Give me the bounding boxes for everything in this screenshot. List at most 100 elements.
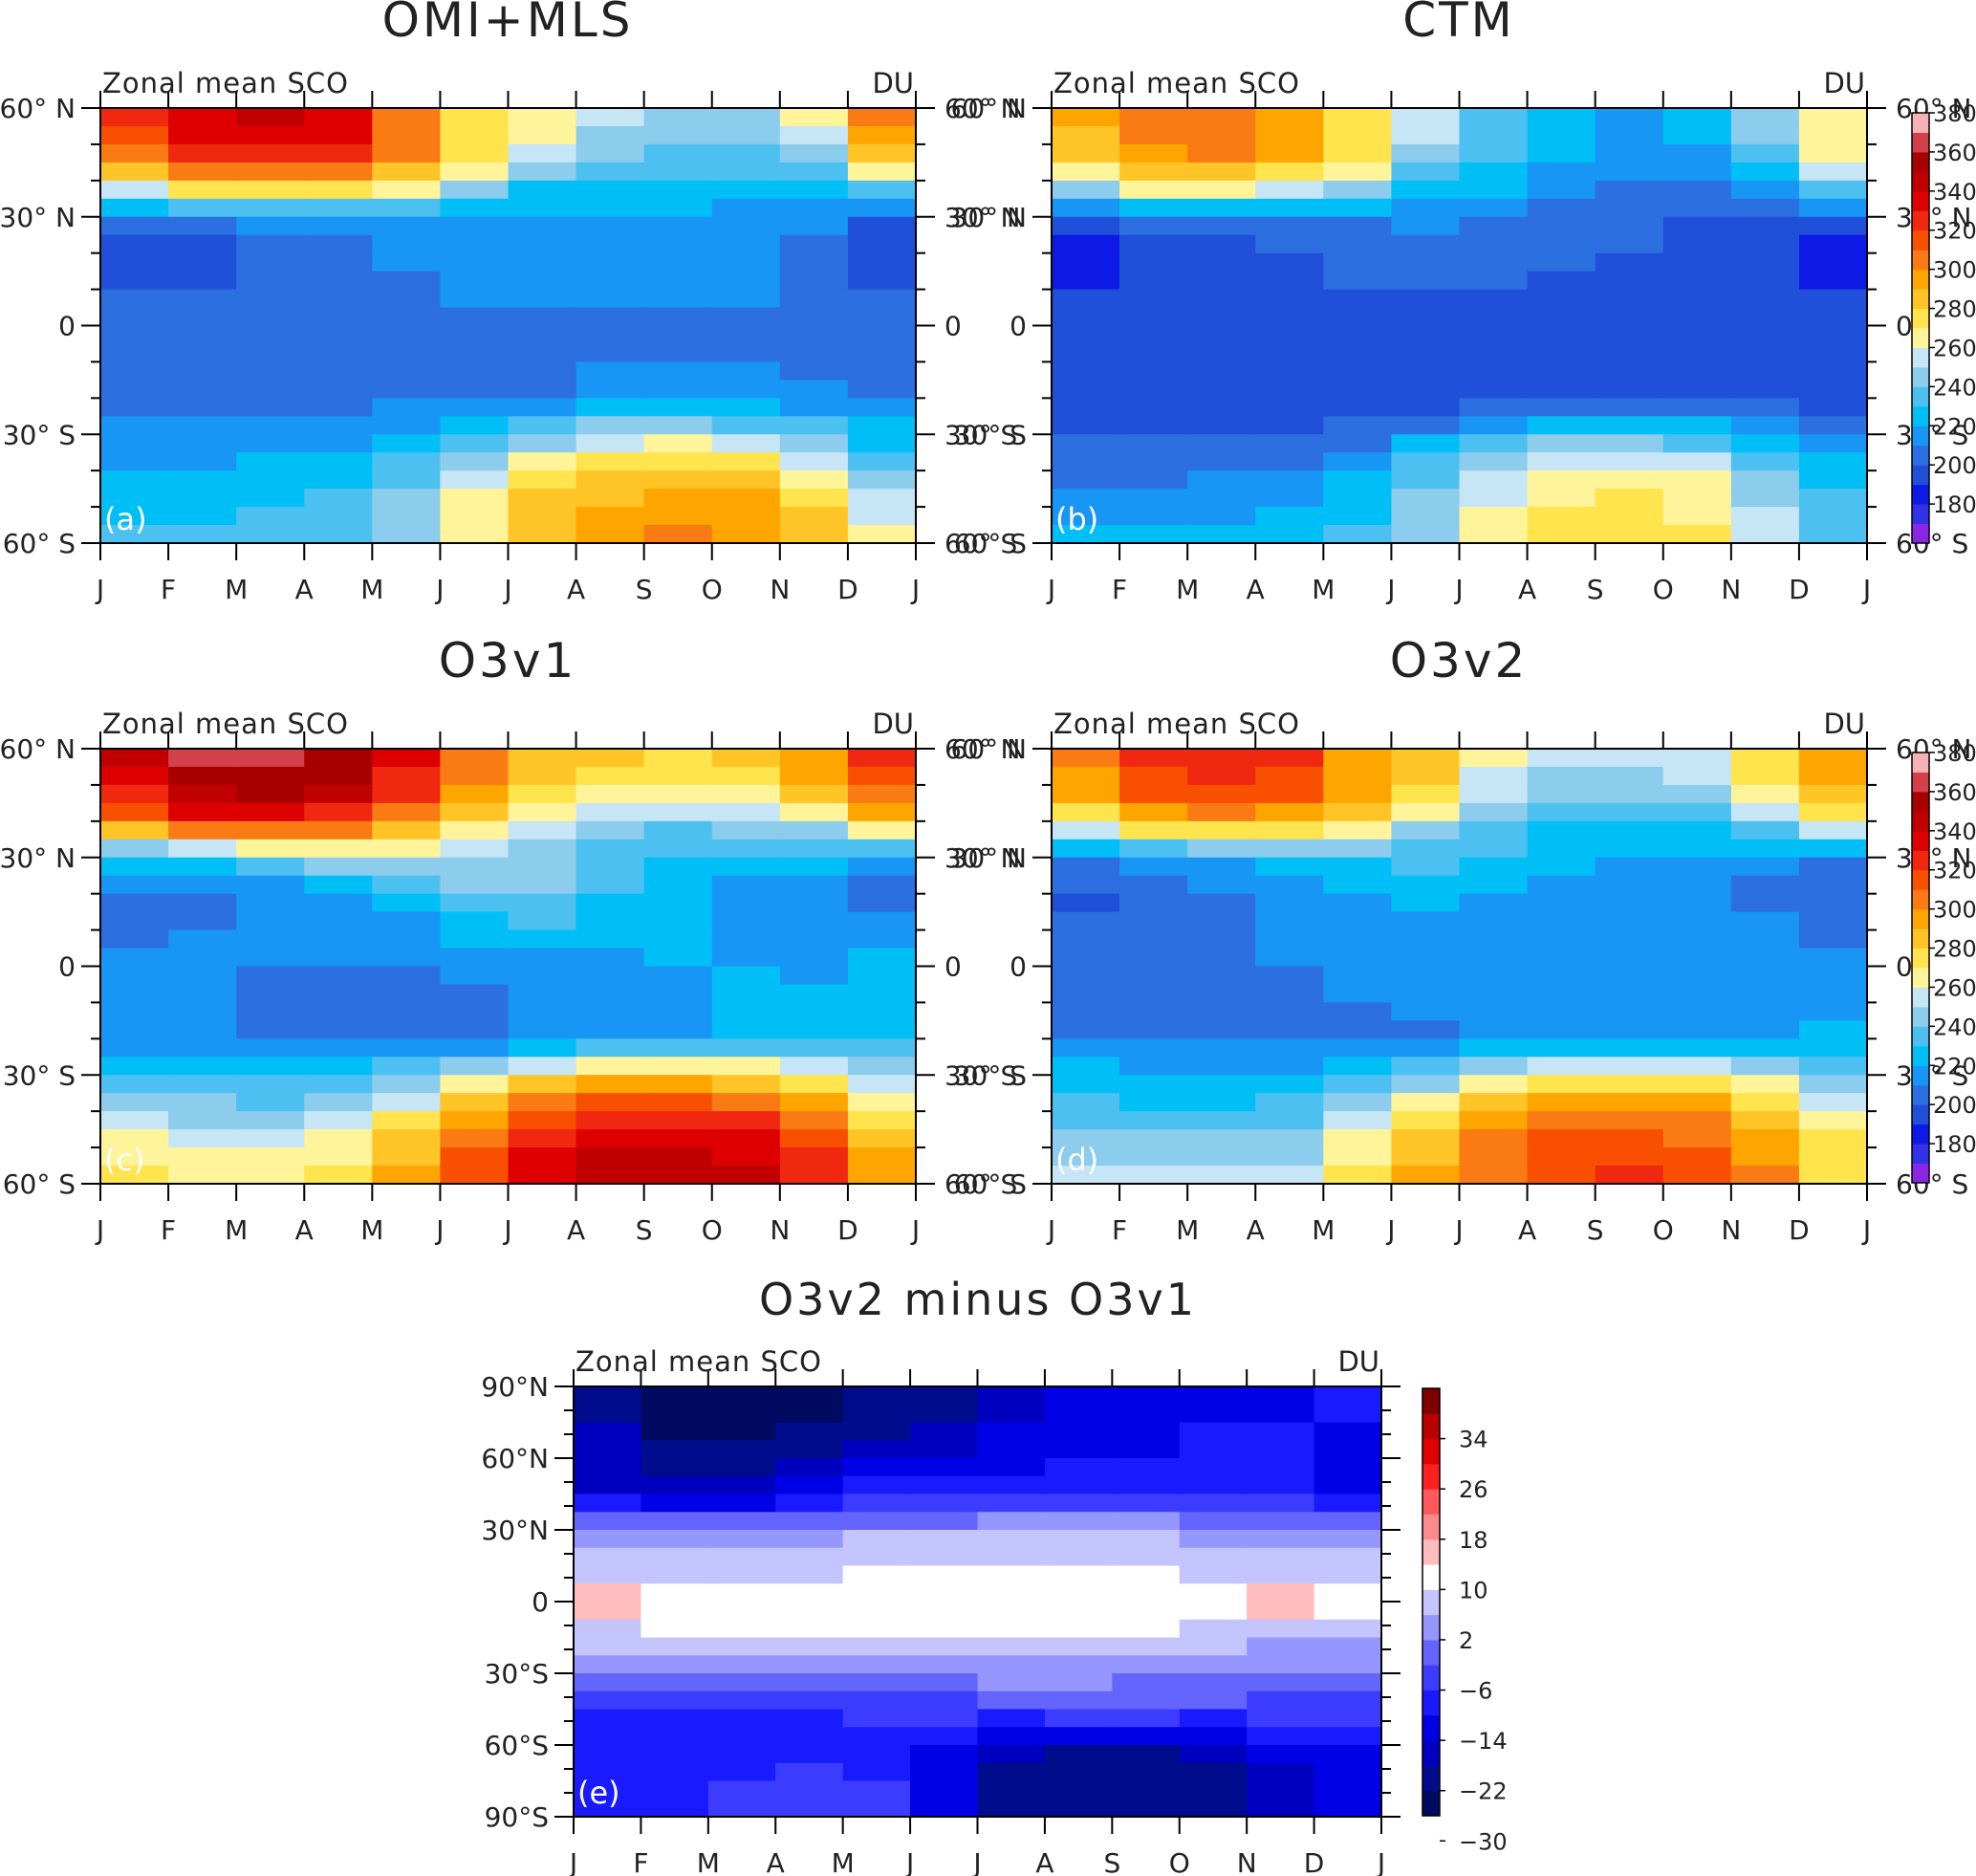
heat-cell	[372, 525, 442, 544]
heat-cell	[977, 1440, 1046, 1459]
heat-cell	[1595, 162, 1664, 182]
heat-cell	[1119, 893, 1188, 913]
heat-cell	[1314, 1655, 1382, 1674]
heat-cell	[1798, 271, 1868, 291]
heat-cell	[304, 802, 374, 822]
heat-cell	[1662, 929, 1732, 949]
heat-cell	[1179, 1637, 1248, 1657]
heat-cell	[236, 911, 306, 931]
heat-cell	[100, 525, 169, 544]
heat-cell	[1044, 1458, 1114, 1477]
heat-cell	[1179, 1547, 1248, 1567]
heat-cell	[1255, 361, 1325, 382]
heat-cell	[1255, 802, 1325, 822]
heat-cell	[168, 252, 237, 273]
heat-cell	[847, 911, 917, 931]
heat-cell	[641, 1583, 709, 1603]
heat-cell	[1798, 984, 1868, 1004]
heat-cell	[1187, 1166, 1257, 1185]
heat-cell	[1052, 361, 1120, 382]
heat-cell	[372, 470, 442, 490]
y-tick-label-right: 60° N	[945, 93, 1020, 124]
heat-cell	[1798, 966, 1868, 986]
colorbar-swatch	[1912, 308, 1929, 329]
heat-cell	[100, 198, 169, 218]
heat-cell	[168, 271, 237, 291]
heat-cell	[440, 143, 510, 164]
heat-cell	[1527, 911, 1596, 931]
heat-cell	[372, 1075, 442, 1095]
colorbar-tick-label: 340	[1933, 818, 1976, 845]
heat-cell	[575, 470, 645, 490]
heat-cell	[1595, 361, 1664, 382]
heat-cell	[372, 1020, 442, 1040]
heat-cell	[775, 1619, 844, 1639]
x-tick-label: J	[910, 574, 920, 605]
heat-cell	[711, 325, 781, 345]
heat-cell	[1527, 271, 1596, 291]
heat-cell	[575, 1020, 645, 1040]
heat-cell	[304, 1093, 374, 1112]
heat-cell	[1459, 416, 1529, 436]
heat-cell	[1119, 525, 1188, 544]
heat-cell	[1662, 766, 1732, 786]
heat-cell	[1527, 180, 1596, 200]
heat-cell	[1662, 198, 1732, 218]
heat-cell	[304, 1129, 374, 1148]
heat-cell	[304, 1075, 374, 1095]
heat-cell	[641, 1745, 709, 1764]
heat-cell	[440, 289, 510, 309]
heat-cell	[575, 857, 645, 877]
heat-cell	[1527, 198, 1596, 218]
heat-cell	[1730, 380, 1800, 400]
heat-cell	[236, 198, 306, 218]
colorbar-swatch	[1912, 850, 1929, 871]
heat-cell	[1187, 307, 1257, 327]
heat-cell	[711, 1166, 781, 1185]
x-tick-label: M	[697, 1847, 720, 1876]
heat-cell	[1255, 839, 1325, 859]
heat-cell	[100, 911, 169, 931]
heat-cell	[775, 1475, 844, 1495]
heat-cell	[1112, 1745, 1181, 1764]
heat-cell	[1459, 1020, 1529, 1040]
heat-cell	[575, 216, 645, 236]
colorbar-swatch	[1912, 830, 1929, 851]
heat-cell	[575, 489, 645, 508]
heat-cell	[574, 1547, 642, 1567]
heat-cell	[847, 143, 917, 164]
heat-cell	[1730, 416, 1800, 436]
heat-cell	[779, 108, 849, 127]
heat-cell	[1595, 1111, 1664, 1130]
colorbar-swatch	[1912, 465, 1929, 486]
heat-cell	[440, 749, 510, 768]
heat-cell	[641, 1404, 709, 1424]
colorbar-tick-label: 2	[1459, 1627, 1473, 1654]
heat-cell	[1044, 1475, 1114, 1495]
heat-cell	[1595, 766, 1664, 786]
heat-cell	[1527, 108, 1596, 127]
heat-cell	[1119, 361, 1188, 382]
heat-cell	[100, 216, 169, 236]
heat-cell	[1187, 1057, 1257, 1077]
x-tick-label: J	[1453, 574, 1463, 605]
heat-cell	[842, 1602, 911, 1621]
heat-cell	[100, 380, 169, 400]
heat-cell	[1255, 1075, 1325, 1095]
heat-cell	[1255, 271, 1325, 291]
colorbar-tick-label: 260	[1933, 335, 1976, 361]
heat-cell	[1730, 1093, 1800, 1112]
heat-cell	[1391, 289, 1461, 309]
heat-cell	[1052, 416, 1120, 436]
heat-cell	[236, 1020, 306, 1040]
heat-cell	[847, 966, 917, 986]
heat-cell	[847, 380, 917, 400]
heat-cell	[100, 452, 169, 471]
heat-cell	[1391, 1093, 1461, 1112]
y-tick-label: 30° S	[954, 1059, 1027, 1091]
heat-cell	[236, 507, 306, 526]
heat-cell	[168, 839, 237, 859]
heat-cell	[440, 125, 510, 145]
heat-cell	[641, 1727, 709, 1746]
